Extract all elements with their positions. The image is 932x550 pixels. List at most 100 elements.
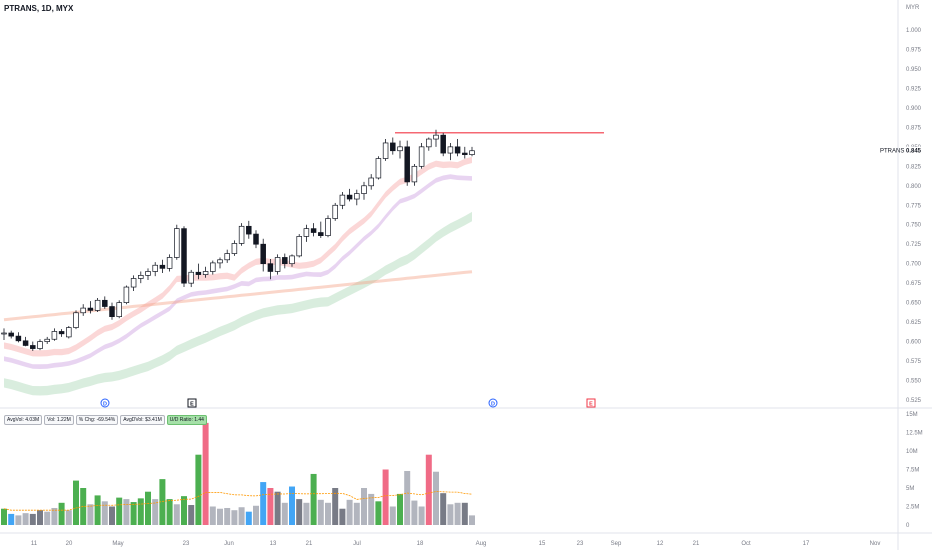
volume-bar	[289, 486, 295, 525]
candle-body	[390, 142, 396, 152]
candle-body	[138, 275, 144, 279]
candle-body	[58, 331, 65, 335]
last-price-label: 0.845	[906, 149, 922, 155]
volume-bar	[51, 507, 58, 525]
moving-average-ribbons	[3, 156, 473, 396]
volume-bar	[425, 454, 432, 525]
volume-tick-label: 15M	[906, 412, 918, 418]
price-tick-label: 0.675	[906, 281, 922, 287]
candle-body	[411, 165, 418, 183]
volume-bar	[339, 508, 346, 525]
volume-stat-chip: % Chg: -69.54%	[75, 415, 119, 425]
candle-body	[210, 262, 216, 272]
price-tick-label: 1.000	[906, 28, 922, 34]
volume-bar	[303, 502, 310, 525]
volume-bar	[145, 491, 151, 525]
time-tick-label: 21	[693, 541, 700, 547]
price-tick-label: 0.600	[906, 340, 922, 346]
volume-bar	[346, 499, 353, 525]
candle-body	[80, 307, 86, 314]
price-tick-label: 0.875	[906, 125, 922, 131]
price-tick-label: 0.725	[906, 242, 922, 248]
volume-bar	[173, 504, 180, 525]
price-tick-label: 0.575	[906, 359, 922, 365]
volume-tick-label: 10M	[906, 449, 918, 455]
volume-bar	[152, 499, 159, 525]
time-tick-label: Oct	[741, 541, 751, 547]
volume-bar	[8, 513, 15, 525]
time-tick-label: 23	[577, 541, 584, 547]
volume-bar	[361, 488, 367, 525]
time-tick-label: Nov	[870, 541, 881, 547]
volume-bar	[159, 479, 166, 525]
candle-body	[51, 331, 58, 340]
average-volume-line	[3, 491, 473, 511]
volume-stat-chip: AvgVol: 4.03M	[4, 415, 43, 425]
volume-bar	[166, 499, 173, 525]
candle-body	[174, 228, 180, 258]
candle-body	[325, 218, 331, 236]
volume-bar	[73, 480, 79, 525]
candle-body	[152, 264, 158, 272]
candle-body	[181, 228, 187, 284]
event-marker-label: E	[190, 402, 194, 408]
candle-body	[368, 177, 374, 187]
time-tick-label: Jul	[353, 541, 361, 547]
candle-body	[102, 299, 108, 307]
candle-body	[433, 134, 439, 140]
candle-body	[404, 146, 410, 183]
volume-bar	[123, 499, 130, 525]
price-tick-label: 0.825	[906, 164, 922, 170]
volume-bar	[116, 497, 123, 525]
time-tick-label: Aug	[476, 541, 487, 547]
time-tick-label: 13	[270, 541, 277, 547]
volume-bar	[188, 505, 195, 525]
volume-bar	[217, 508, 223, 525]
volume-bar	[195, 454, 202, 525]
candle-body	[447, 146, 454, 154]
candle-body	[195, 271, 202, 275]
volume-bar	[368, 493, 375, 525]
volume-bar	[15, 515, 22, 525]
price-tick-label: 0.525	[906, 398, 922, 404]
volume-bar	[281, 502, 288, 525]
symbol-tag: PTRANS	[880, 149, 904, 155]
candle-body	[217, 259, 223, 264]
volume-tick-label: 2.5M	[906, 505, 919, 511]
candle-body	[361, 185, 367, 194]
candle-body	[22, 340, 29, 346]
candle-body	[116, 302, 122, 318]
candle-body	[382, 142, 389, 159]
earnings-marker	[586, 398, 596, 408]
chart-title: PTRANS, 1D, MYX	[4, 4, 74, 13]
volume-bar	[130, 502, 137, 525]
candle-body	[426, 138, 432, 148]
time-tick-label: 18	[417, 541, 424, 547]
time-tick-label: 12	[657, 541, 664, 547]
volume-bar	[109, 506, 115, 525]
time-tick-label: Sep	[611, 541, 622, 547]
candle-body	[166, 257, 173, 269]
candle-body	[159, 264, 166, 269]
candle-body	[238, 225, 245, 244]
candle-body	[397, 146, 403, 152]
candle-body	[66, 327, 72, 338]
dividend-marker	[100, 398, 110, 408]
volume-stat-chip: Vol: 1.22M	[44, 415, 74, 425]
volume-bar	[37, 510, 43, 525]
candle-body	[260, 243, 266, 265]
time-tick-label: Jun	[224, 541, 234, 547]
candle-body	[30, 345, 36, 349]
candle-body	[246, 225, 252, 235]
event-marker-label: D	[491, 402, 495, 408]
volume-bar	[181, 496, 187, 525]
candle-body	[418, 146, 425, 167]
candle-body	[123, 286, 130, 303]
volume-bar	[447, 504, 454, 525]
volume-tick-label: 0	[906, 523, 910, 529]
candle-body	[440, 134, 446, 154]
candle-body	[253, 233, 259, 245]
volume-bar	[418, 506, 425, 525]
